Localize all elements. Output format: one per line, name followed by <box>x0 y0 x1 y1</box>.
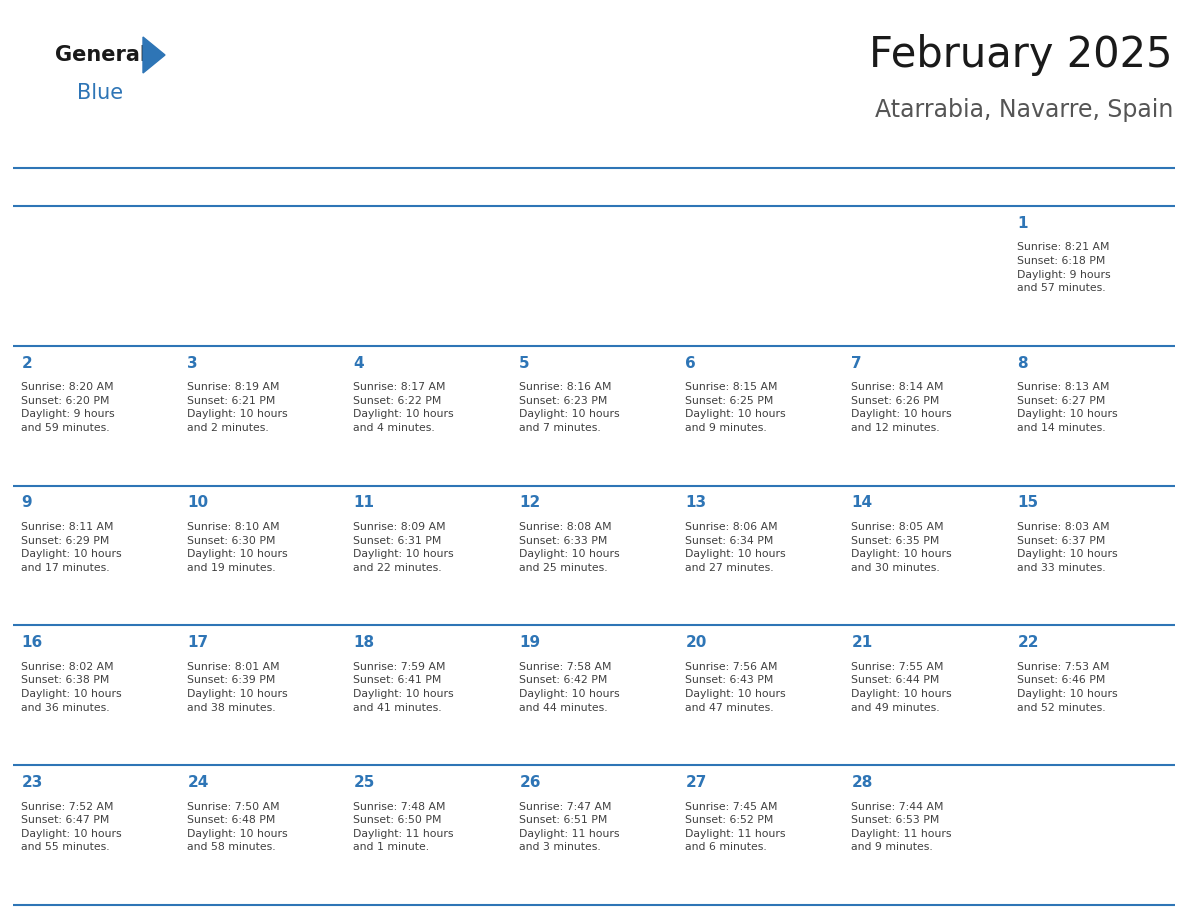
Text: Sunrise: 7:48 AM
Sunset: 6:50 PM
Daylight: 11 hours
and 1 minute.: Sunrise: 7:48 AM Sunset: 6:50 PM Dayligh… <box>353 801 454 852</box>
Text: Sunrise: 7:50 AM
Sunset: 6:48 PM
Daylight: 10 hours
and 58 minutes.: Sunrise: 7:50 AM Sunset: 6:48 PM Dayligh… <box>188 801 287 852</box>
Text: 8: 8 <box>1017 355 1028 371</box>
Text: Sunrise: 8:20 AM
Sunset: 6:20 PM
Daylight: 9 hours
and 59 minutes.: Sunrise: 8:20 AM Sunset: 6:20 PM Dayligh… <box>21 382 115 433</box>
Text: 15: 15 <box>1017 496 1038 510</box>
Text: 22: 22 <box>1017 635 1038 650</box>
Text: 6: 6 <box>685 355 696 371</box>
Text: February 2025: February 2025 <box>870 34 1173 76</box>
Text: Sunrise: 8:14 AM
Sunset: 6:26 PM
Daylight: 10 hours
and 12 minutes.: Sunrise: 8:14 AM Sunset: 6:26 PM Dayligh… <box>852 382 952 433</box>
Text: 16: 16 <box>21 635 43 650</box>
Text: Sunrise: 8:09 AM
Sunset: 6:31 PM
Daylight: 10 hours
and 22 minutes.: Sunrise: 8:09 AM Sunset: 6:31 PM Dayligh… <box>353 522 454 573</box>
Text: 24: 24 <box>188 775 209 790</box>
Text: 1: 1 <box>1017 216 1028 230</box>
Text: Sunrise: 8:13 AM
Sunset: 6:27 PM
Daylight: 10 hours
and 14 minutes.: Sunrise: 8:13 AM Sunset: 6:27 PM Dayligh… <box>1017 382 1118 433</box>
Text: 14: 14 <box>852 496 872 510</box>
Text: Sunrise: 8:16 AM
Sunset: 6:23 PM
Daylight: 10 hours
and 7 minutes.: Sunrise: 8:16 AM Sunset: 6:23 PM Dayligh… <box>519 382 620 433</box>
Text: Blue: Blue <box>77 83 124 103</box>
Text: Monday: Monday <box>190 180 248 195</box>
Text: Sunrise: 7:55 AM
Sunset: 6:44 PM
Daylight: 10 hours
and 49 minutes.: Sunrise: 7:55 AM Sunset: 6:44 PM Dayligh… <box>852 662 952 712</box>
Text: Sunrise: 8:10 AM
Sunset: 6:30 PM
Daylight: 10 hours
and 19 minutes.: Sunrise: 8:10 AM Sunset: 6:30 PM Dayligh… <box>188 522 287 573</box>
Text: Sunrise: 8:08 AM
Sunset: 6:33 PM
Daylight: 10 hours
and 25 minutes.: Sunrise: 8:08 AM Sunset: 6:33 PM Dayligh… <box>519 522 620 573</box>
Text: Friday: Friday <box>854 180 899 195</box>
Text: Sunrise: 7:47 AM
Sunset: 6:51 PM
Daylight: 11 hours
and 3 minutes.: Sunrise: 7:47 AM Sunset: 6:51 PM Dayligh… <box>519 801 620 852</box>
Text: 9: 9 <box>21 496 32 510</box>
Text: 4: 4 <box>353 355 364 371</box>
Text: 20: 20 <box>685 635 707 650</box>
Text: Sunrise: 8:17 AM
Sunset: 6:22 PM
Daylight: 10 hours
and 4 minutes.: Sunrise: 8:17 AM Sunset: 6:22 PM Dayligh… <box>353 382 454 433</box>
Text: Sunrise: 8:21 AM
Sunset: 6:18 PM
Daylight: 9 hours
and 57 minutes.: Sunrise: 8:21 AM Sunset: 6:18 PM Dayligh… <box>1017 242 1111 293</box>
Text: 12: 12 <box>519 496 541 510</box>
Text: Sunrise: 8:02 AM
Sunset: 6:38 PM
Daylight: 10 hours
and 36 minutes.: Sunrise: 8:02 AM Sunset: 6:38 PM Dayligh… <box>21 662 122 712</box>
Text: 11: 11 <box>353 496 374 510</box>
Text: Sunrise: 7:58 AM
Sunset: 6:42 PM
Daylight: 10 hours
and 44 minutes.: Sunrise: 7:58 AM Sunset: 6:42 PM Dayligh… <box>519 662 620 712</box>
Text: 21: 21 <box>852 635 872 650</box>
Text: Sunrise: 7:52 AM
Sunset: 6:47 PM
Daylight: 10 hours
and 55 minutes.: Sunrise: 7:52 AM Sunset: 6:47 PM Dayligh… <box>21 801 122 852</box>
Text: Sunrise: 7:44 AM
Sunset: 6:53 PM
Daylight: 11 hours
and 9 minutes.: Sunrise: 7:44 AM Sunset: 6:53 PM Dayligh… <box>852 801 952 852</box>
Text: Sunrise: 7:59 AM
Sunset: 6:41 PM
Daylight: 10 hours
and 41 minutes.: Sunrise: 7:59 AM Sunset: 6:41 PM Dayligh… <box>353 662 454 712</box>
Text: Sunrise: 8:19 AM
Sunset: 6:21 PM
Daylight: 10 hours
and 2 minutes.: Sunrise: 8:19 AM Sunset: 6:21 PM Dayligh… <box>188 382 287 433</box>
Text: Sunrise: 8:15 AM
Sunset: 6:25 PM
Daylight: 10 hours
and 9 minutes.: Sunrise: 8:15 AM Sunset: 6:25 PM Dayligh… <box>685 382 786 433</box>
Polygon shape <box>143 37 165 73</box>
Text: Sunday: Sunday <box>25 180 80 195</box>
Text: General: General <box>55 45 147 65</box>
Text: Sunrise: 7:53 AM
Sunset: 6:46 PM
Daylight: 10 hours
and 52 minutes.: Sunrise: 7:53 AM Sunset: 6:46 PM Dayligh… <box>1017 662 1118 712</box>
Text: 13: 13 <box>685 496 707 510</box>
Text: Wednesday: Wednesday <box>523 180 607 195</box>
Text: Thursday: Thursday <box>689 180 757 195</box>
Text: 5: 5 <box>519 355 530 371</box>
Text: 17: 17 <box>188 635 208 650</box>
Text: 19: 19 <box>519 635 541 650</box>
Text: Sunrise: 8:11 AM
Sunset: 6:29 PM
Daylight: 10 hours
and 17 minutes.: Sunrise: 8:11 AM Sunset: 6:29 PM Dayligh… <box>21 522 122 573</box>
Text: 3: 3 <box>188 355 198 371</box>
Text: 25: 25 <box>353 775 374 790</box>
Text: 26: 26 <box>519 775 541 790</box>
Text: 18: 18 <box>353 635 374 650</box>
Text: Sunrise: 8:05 AM
Sunset: 6:35 PM
Daylight: 10 hours
and 30 minutes.: Sunrise: 8:05 AM Sunset: 6:35 PM Dayligh… <box>852 522 952 573</box>
Text: Sunrise: 8:01 AM
Sunset: 6:39 PM
Daylight: 10 hours
and 38 minutes.: Sunrise: 8:01 AM Sunset: 6:39 PM Dayligh… <box>188 662 287 712</box>
Text: Atarrabia, Navarre, Spain: Atarrabia, Navarre, Spain <box>874 98 1173 122</box>
Text: Sunrise: 7:56 AM
Sunset: 6:43 PM
Daylight: 10 hours
and 47 minutes.: Sunrise: 7:56 AM Sunset: 6:43 PM Dayligh… <box>685 662 786 712</box>
Text: 27: 27 <box>685 775 707 790</box>
Text: 28: 28 <box>852 775 873 790</box>
Text: Tuesday: Tuesday <box>356 180 416 195</box>
Text: Saturday: Saturday <box>1020 180 1087 195</box>
Text: 7: 7 <box>852 355 862 371</box>
Text: 10: 10 <box>188 496 208 510</box>
Text: Sunrise: 7:45 AM
Sunset: 6:52 PM
Daylight: 11 hours
and 6 minutes.: Sunrise: 7:45 AM Sunset: 6:52 PM Dayligh… <box>685 801 785 852</box>
Text: 23: 23 <box>21 775 43 790</box>
Text: Sunrise: 8:03 AM
Sunset: 6:37 PM
Daylight: 10 hours
and 33 minutes.: Sunrise: 8:03 AM Sunset: 6:37 PM Dayligh… <box>1017 522 1118 573</box>
Text: Sunrise: 8:06 AM
Sunset: 6:34 PM
Daylight: 10 hours
and 27 minutes.: Sunrise: 8:06 AM Sunset: 6:34 PM Dayligh… <box>685 522 786 573</box>
Text: 2: 2 <box>21 355 32 371</box>
